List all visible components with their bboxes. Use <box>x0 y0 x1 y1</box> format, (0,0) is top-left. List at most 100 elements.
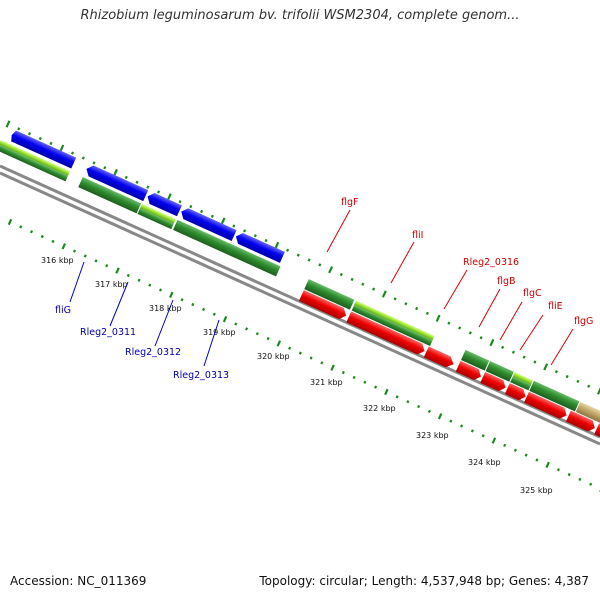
tick-mark <box>470 429 474 433</box>
gene-label-flie[interactable]: fliE <box>548 301 563 312</box>
tick-mark <box>103 166 107 170</box>
tick-mark <box>406 400 410 404</box>
tick-mark <box>178 200 182 204</box>
tick-mark <box>458 326 462 330</box>
gene-label-flig[interactable]: fliG <box>55 305 71 316</box>
cds-forward[interactable] <box>480 371 508 393</box>
tick-mark <box>94 259 98 263</box>
tick-mark <box>210 214 214 218</box>
gene-label-rleg2-0312[interactable]: Rleg2_0312 <box>125 347 181 358</box>
inner-tick-track <box>7 218 600 492</box>
gene[interactable] <box>0 140 71 176</box>
tick-mark <box>384 388 389 396</box>
gene[interactable] <box>351 305 433 346</box>
tick-mark <box>113 168 118 177</box>
gene[interactable] <box>510 376 531 391</box>
scale-tick-label: 324 kbp <box>468 458 501 467</box>
tick-mark <box>578 477 582 482</box>
tick-mark <box>83 254 87 258</box>
gene[interactable] <box>529 380 580 412</box>
tick-mark <box>511 350 515 354</box>
cds-forward[interactable] <box>298 290 349 321</box>
tick-mark <box>372 287 376 291</box>
tick-mark <box>264 238 268 243</box>
cds-reverse[interactable] <box>9 130 77 169</box>
tick-mark <box>38 136 42 141</box>
gene[interactable] <box>512 372 533 385</box>
tick-mark <box>320 361 324 365</box>
scale-labels: 316 kbp 317 kbp 318 kbp 319 kbp 320 kbp … <box>41 256 553 495</box>
gene[interactable] <box>137 208 174 230</box>
topology-text: Topology: circular; Length: 4,537,948 bp… <box>259 574 589 588</box>
tick-mark <box>381 290 387 298</box>
cds-forward[interactable] <box>565 410 597 434</box>
gene-label-flgf[interactable]: flgF <box>341 197 358 208</box>
tick-mark <box>124 175 128 180</box>
tick-mark <box>92 161 96 165</box>
cds-reverse[interactable] <box>233 231 285 263</box>
gene-label-flii[interactable]: fliI <box>412 230 423 241</box>
tick-mark <box>17 127 21 131</box>
tick-mark <box>404 302 408 306</box>
tick-mark <box>146 185 150 189</box>
gene-label-flgc[interactable]: flgC <box>523 288 542 299</box>
gene-label-flgg[interactable]: flgG <box>574 316 593 327</box>
tick-mark <box>61 243 67 250</box>
tick-mark <box>318 263 322 267</box>
tick-mark <box>350 277 354 282</box>
tick-mark <box>491 437 497 444</box>
backbone-inner <box>0 171 600 446</box>
cds-forward[interactable] <box>346 311 427 356</box>
tick-mark <box>513 448 517 452</box>
gene[interactable] <box>304 279 355 310</box>
tick-mark <box>565 374 569 379</box>
map-title: Rhizobium leguminosarum bv. trifolii WSM… <box>80 8 520 23</box>
gene-label-rleg2-0311[interactable]: Rleg2_0311 <box>80 327 136 338</box>
tick-mark <box>166 193 172 201</box>
tick-mark <box>51 239 55 244</box>
tick-mark <box>556 468 560 472</box>
cds-reverse[interactable] <box>84 163 149 202</box>
gene[interactable] <box>78 177 142 214</box>
scale-tick-label: 317 kbp <box>95 280 128 289</box>
tick-mark <box>274 241 280 250</box>
tick-mark <box>276 340 282 347</box>
tick-mark <box>479 336 483 340</box>
tick-mark <box>425 311 429 316</box>
tick-mark <box>596 387 600 395</box>
tick-mark <box>449 419 453 423</box>
tick-mark <box>288 346 292 350</box>
gene[interactable] <box>485 361 514 382</box>
scale-tick-label: 325 kbp <box>520 486 553 495</box>
accession-text: Accession: NC_011369 <box>10 574 147 588</box>
cds-reverse[interactable] <box>145 191 182 217</box>
forward-gene-labels: flgF fliI Rleg2_0316 flgB flgC fliE flgG <box>326 197 593 366</box>
scale-tick-label: 316 kbp <box>41 256 74 265</box>
cds-forward[interactable] <box>455 360 484 382</box>
scale-tick-label: 322 kbp <box>363 404 396 413</box>
cds-forward[interactable] <box>504 383 528 402</box>
gene-label-rleg2-0316[interactable]: Rleg2_0316 <box>463 257 519 268</box>
gene[interactable] <box>354 300 435 341</box>
gene[interactable] <box>461 349 490 371</box>
gene[interactable] <box>139 203 176 224</box>
gene-label-flgb[interactable]: flgB <box>497 276 516 287</box>
gene[interactable] <box>173 219 281 277</box>
tick-mark <box>7 218 13 226</box>
cds-forward[interactable] <box>523 391 569 421</box>
tick-mark <box>253 234 257 238</box>
cds-reverse[interactable] <box>179 206 237 242</box>
tick-mark <box>220 217 226 225</box>
tick-mark <box>296 253 300 257</box>
tick-mark <box>395 395 399 399</box>
tick-mark <box>503 443 507 448</box>
tick-mark <box>115 267 120 274</box>
gene[interactable] <box>0 144 68 182</box>
tick-mark <box>137 278 141 282</box>
gene-label-rleg2-0313[interactable]: Rleg2_0313 <box>173 370 229 381</box>
cds-forward[interactable] <box>423 346 456 369</box>
tick-mark <box>307 258 311 262</box>
tick-mark <box>554 370 558 374</box>
tick-mark <box>40 234 44 239</box>
